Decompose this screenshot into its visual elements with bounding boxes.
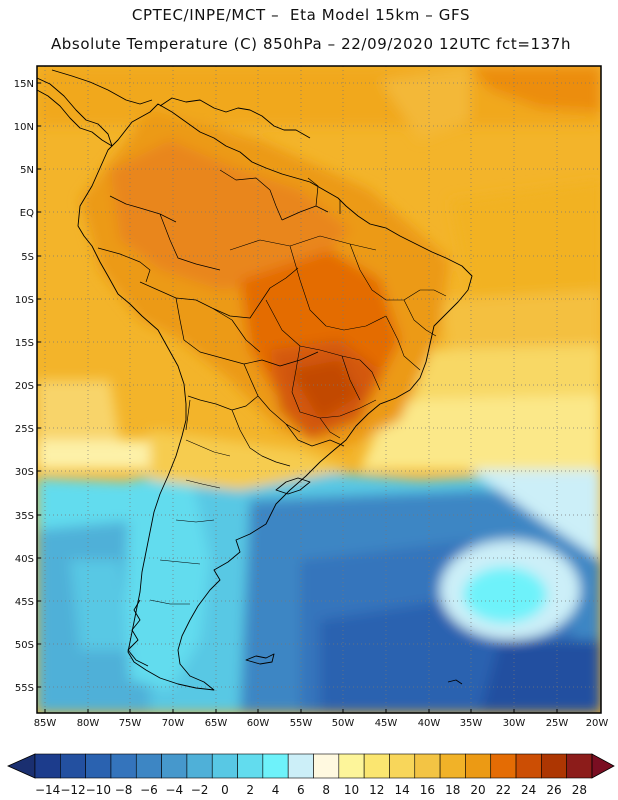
colorbar-swatch [237, 753, 264, 779]
lon-label: 50W [332, 718, 355, 729]
colorbar-swatch [541, 753, 567, 779]
colorbar-under-triangle [7, 753, 36, 779]
colorbar-label: 2 [246, 783, 254, 797]
lat-label: 20S [15, 381, 34, 392]
colorbar-swatch [60, 753, 86, 779]
colorbar-label: 22 [496, 783, 511, 797]
lat-label: 15S [15, 338, 34, 349]
lat-label: 5S [21, 252, 34, 263]
colorbar-label: 6 [297, 783, 305, 797]
temperature-field [37, 66, 601, 713]
lon-label: 25W [546, 718, 569, 729]
lat-label: 5N [20, 165, 34, 176]
colorbar-label: 16 [420, 783, 435, 797]
lon-label: 30W [503, 718, 526, 729]
colorbar-swatch [34, 753, 61, 779]
lon-label: 55W [290, 718, 313, 729]
colorbar-label: 12 [369, 783, 384, 797]
colorbar-swatch [287, 753, 314, 779]
colorbar-label: 18 [445, 783, 460, 797]
colorbar-label: 10 [344, 783, 359, 797]
brazil-state-borders [229, 235, 447, 439]
colorbar-swatch [313, 753, 340, 779]
colorbar-swatch [186, 753, 213, 779]
colorbar-label: 14 [394, 783, 409, 797]
colorbar-swatch [338, 753, 365, 779]
caribbean-coast [159, 97, 311, 139]
colorbar-swatch [211, 753, 238, 779]
lat-ticks [37, 82, 41, 688]
country-borders [97, 169, 345, 467]
lat-label: 25S [15, 424, 34, 435]
colorbar-label: −12 [60, 783, 85, 797]
lat-label: 30S [15, 467, 34, 478]
lon-label: 20W [586, 718, 609, 729]
colorbar-label: −14 [35, 783, 60, 797]
lon-label: 60W [247, 718, 270, 729]
map-title: CPTEC/INPE/MCT – Eta Model 15km – GFS [131, 6, 471, 24]
south-america-coastline [77, 103, 473, 691]
colorbar-label: 0 [221, 783, 229, 797]
colorbar-label: 28 [572, 783, 587, 797]
lon-label: 80W [77, 718, 100, 729]
lat-label: 50S [15, 640, 34, 651]
map-frame [36, 65, 602, 714]
lon-label: 35W [460, 718, 483, 729]
south-georgia [447, 679, 463, 685]
colorbar-swatch [161, 753, 188, 779]
lon-label: 75W [119, 718, 142, 729]
colorbar-label: 26 [546, 783, 561, 797]
colorbar-swatch [85, 753, 112, 779]
colorbar-swatch [262, 753, 289, 779]
latitude-axis: 15N 10N 5N EQ 5S 10S 15S 20S 25S 30S 35S… [14, 79, 34, 694]
lon-label: 45W [375, 718, 398, 729]
coastlines-and-borders [37, 69, 473, 691]
lon-label: 40W [418, 718, 441, 729]
lon-label: 85W [34, 718, 57, 729]
lat-label: 35S [15, 511, 34, 522]
falklands [245, 653, 275, 665]
colorbar: −14 −12 −10 −8 −6 −4 −2 0 2 4 6 8 10 12 14 16 18 20 22 24 26… [7, 753, 615, 797]
lon-label: 70W [162, 718, 185, 729]
lat-label: 10S [15, 295, 34, 306]
colorbar-swatch [414, 753, 441, 779]
longitude-axis: 85W 80W 75W 70W 65W 60W 55W 50W 45W 40W … [34, 718, 609, 729]
rio-de-la-plata [275, 477, 311, 495]
colorbar-swatch [389, 753, 416, 779]
colorbar-label: −4 [165, 783, 183, 797]
colorbar-label: −6 [140, 783, 158, 797]
lat-label: 40S [15, 554, 34, 565]
colorbar-label: −8 [115, 783, 133, 797]
lat-label: 55S [15, 683, 34, 694]
map-subtitle: Absolute Temperature (C) 850hPa – 22/09/… [50, 35, 572, 53]
colorbar-label: 24 [521, 783, 536, 797]
lat-label: 10N [14, 122, 34, 133]
chile-islands [127, 599, 149, 667]
colorbar-swatch [566, 753, 593, 779]
colorbar-over-triangle [591, 753, 615, 779]
colorbar-label: 20 [470, 783, 485, 797]
colorbar-swatch [439, 753, 466, 779]
colorbar-swatch [110, 753, 137, 779]
colorbar-label: 8 [322, 783, 330, 797]
argentina-borders [149, 439, 231, 605]
lat-label: EQ [20, 208, 34, 219]
colorbar-label: 4 [272, 783, 280, 797]
lon-ticks [44, 709, 558, 713]
colorbar-swatch [135, 753, 162, 779]
colorbar-label: −2 [191, 783, 209, 797]
colorbar-swatch [490, 753, 517, 779]
lat-label: 45S [15, 597, 34, 608]
colorbar-swatch [515, 753, 542, 779]
colorbar-swatch [465, 753, 492, 779]
colorbar-label: −10 [86, 783, 111, 797]
lat-label: 15N [14, 79, 34, 90]
colorbar-swatch [363, 753, 390, 779]
lon-label: 65W [205, 718, 228, 729]
central-america-coastline [37, 69, 153, 147]
